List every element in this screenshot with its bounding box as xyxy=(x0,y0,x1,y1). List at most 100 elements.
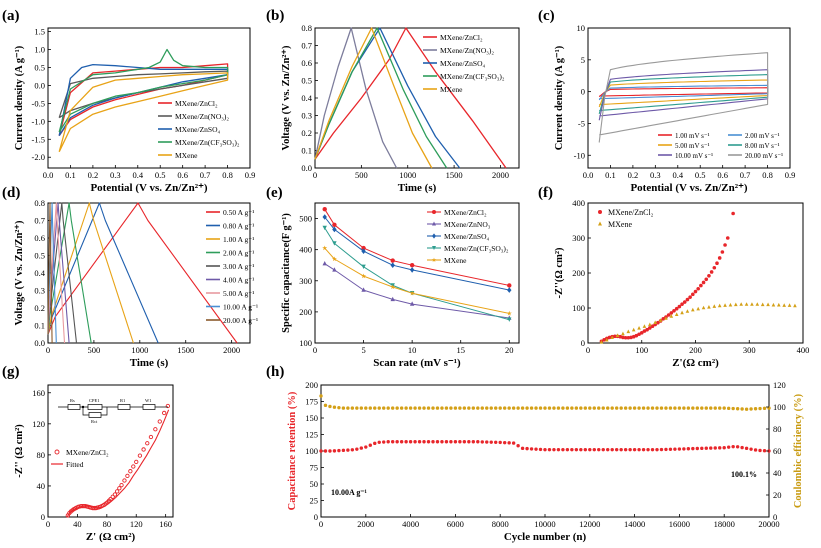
data-point xyxy=(122,478,127,483)
data-point xyxy=(404,440,408,444)
data-point xyxy=(701,305,706,310)
data-point xyxy=(637,332,641,337)
data-point xyxy=(502,440,507,445)
data-point xyxy=(413,440,417,444)
x-tick-label: 40 xyxy=(73,519,82,529)
data-point xyxy=(712,265,717,270)
panel-e: (e) 0 5 10 15 20 100 200 300 400 500 Scan rate (mV … xyxy=(266,185,520,369)
data-point xyxy=(707,305,711,309)
data-point xyxy=(601,406,605,410)
data-point xyxy=(78,503,84,509)
data-point xyxy=(444,406,449,410)
data-point xyxy=(498,406,502,410)
data-point xyxy=(80,503,85,509)
data-point xyxy=(556,447,561,452)
data-point xyxy=(740,407,744,411)
data-point xyxy=(613,334,617,339)
data-point xyxy=(602,338,606,342)
circuit-element xyxy=(88,412,102,418)
y-tick-label: 0.0 xyxy=(34,338,45,348)
data-point xyxy=(744,407,749,411)
data-point xyxy=(685,309,690,313)
x-tick-label: 0.3 xyxy=(650,170,661,180)
data-point xyxy=(696,286,700,291)
y-tick-label: 0.6 xyxy=(34,233,45,243)
data-point xyxy=(583,406,588,410)
data-point xyxy=(753,448,758,452)
plot-frame-a xyxy=(47,27,251,169)
data-point xyxy=(341,406,346,410)
series-line-2 xyxy=(314,27,461,169)
data-point xyxy=(377,440,381,444)
data-point xyxy=(337,448,341,453)
data-point xyxy=(395,406,399,410)
panel-tag-c: (c) xyxy=(538,8,555,24)
data-point xyxy=(749,407,753,411)
y-tick-label: 0.8 xyxy=(34,198,45,208)
x-tick-label: 0 xyxy=(313,345,317,355)
legend-label: 1.00 A g⁻¹ xyxy=(223,235,254,244)
data-point xyxy=(709,446,713,450)
y-tick-label: 100 xyxy=(299,338,312,348)
data-point xyxy=(322,207,327,212)
data-point xyxy=(717,256,722,260)
data-point xyxy=(332,241,337,246)
data-point xyxy=(793,303,797,308)
data-point xyxy=(386,406,390,410)
data-point xyxy=(760,302,765,307)
y-tick-label: 0.5 xyxy=(34,62,45,72)
legend-label: MXene xyxy=(608,220,632,229)
data-point xyxy=(409,301,415,306)
data-point xyxy=(332,405,337,409)
data-point xyxy=(323,449,328,453)
series-line-2 xyxy=(47,202,134,344)
x-tick-label: 4000 xyxy=(402,519,419,529)
y-tick-label: 125 xyxy=(305,430,318,440)
circuit-node xyxy=(81,405,85,409)
y-tick-label: 0.8 xyxy=(301,23,312,33)
y-tick-label: 200 xyxy=(305,380,318,390)
data-point xyxy=(529,406,534,410)
data-point xyxy=(686,406,691,410)
circuit-label: R1 xyxy=(120,398,125,403)
data-point xyxy=(700,446,704,451)
panel-b: (b) 0 500 1000 1500 2000 0.0 0.1 0.2 0.3 0.4 0.5 0.6… xyxy=(266,8,520,194)
data-point xyxy=(485,406,489,410)
data-point xyxy=(322,245,328,251)
data-point xyxy=(399,406,404,410)
x-axis-label: Z' (Ω cm²) xyxy=(86,531,136,543)
data-point xyxy=(628,447,632,452)
data-point xyxy=(726,406,731,411)
x-tick-label: 0.8 xyxy=(762,170,773,180)
data-point xyxy=(346,448,350,452)
y-tick-label: 160 xyxy=(32,388,45,398)
data-point xyxy=(709,406,713,410)
series-line-1 xyxy=(314,27,398,169)
data-point xyxy=(642,324,647,328)
data-point xyxy=(739,302,743,306)
data-point xyxy=(637,326,641,330)
y-right-tick-label: 40 xyxy=(773,468,782,478)
x-tick-label: 0.6 xyxy=(717,170,728,180)
data-point xyxy=(409,290,415,296)
legend-label: 10.00 mV s⁻¹ xyxy=(675,152,713,160)
data-point xyxy=(650,406,655,410)
data-point xyxy=(350,406,355,410)
data-point xyxy=(648,322,652,327)
data-point xyxy=(359,446,364,450)
data-point xyxy=(677,304,682,309)
data-point xyxy=(677,447,682,451)
data-point xyxy=(704,277,709,282)
data-point xyxy=(145,441,150,446)
panel-f: (f) 0 100 200 300 400 0 100 200 300 400 Z'(Ω cm²) -Z… xyxy=(538,185,809,369)
y-axis-label: -Z''(Ω cm²) xyxy=(554,247,565,298)
y-axis-label: Voltage (V vs. Zn/Zn²⁺) xyxy=(281,45,292,150)
x-axis-label: Time (s) xyxy=(398,182,437,194)
data-point xyxy=(364,445,368,449)
data-point xyxy=(641,406,646,410)
data-point xyxy=(723,243,727,247)
data-point xyxy=(669,314,674,318)
circuit-element xyxy=(142,404,156,410)
legend-label: MXene xyxy=(444,256,467,265)
x-tick-label: 0.5 xyxy=(155,170,166,180)
